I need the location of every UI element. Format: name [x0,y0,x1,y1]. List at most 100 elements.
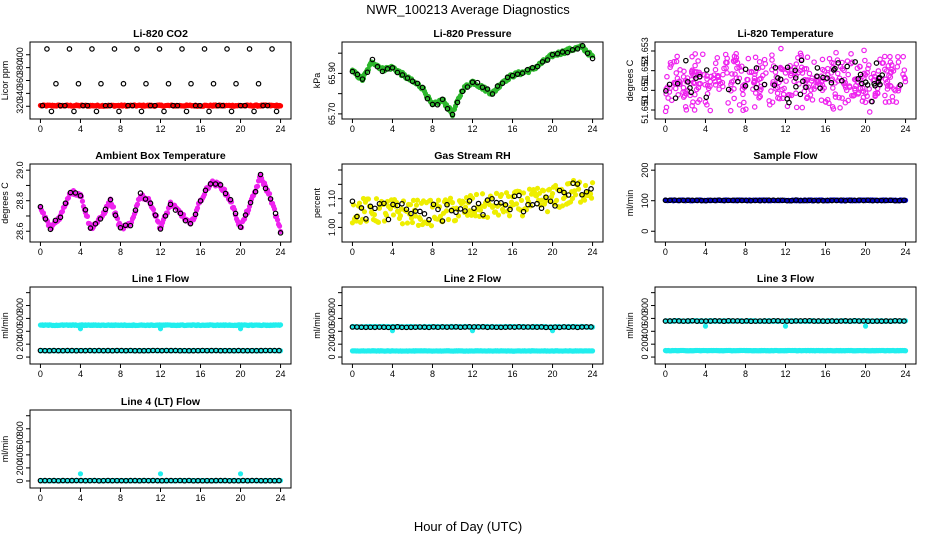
data-point [680,94,687,100]
data-point [455,213,462,219]
y-tick-label: 28.8 [15,192,25,210]
data-point [841,67,847,74]
data-point [513,201,520,207]
data-point [833,49,839,56]
data-point [397,213,404,219]
data-point [247,199,254,206]
data-point [206,108,212,115]
data-point [843,87,850,94]
panel-title: Gas Stream RH [434,150,510,162]
data-point [426,216,432,223]
data-point [381,200,387,207]
data-point [882,92,888,99]
figure-title: NWR_100213 Average Diagnostics [366,2,570,17]
data-point [413,202,420,208]
data-point [414,197,421,203]
data-point [379,68,386,75]
data-point [233,80,239,87]
data-point [729,71,735,77]
data-point [437,213,444,219]
data-points [37,171,284,236]
data-point [157,326,164,332]
data-point [475,200,482,207]
x-tick-label: 8 [118,369,123,379]
data-point [864,70,870,76]
data-point [77,326,84,332]
data-point [179,46,185,52]
data-point [703,67,710,73]
data-point [534,185,541,191]
data-point [824,75,830,81]
data-point [536,190,543,196]
data-point [161,108,167,115]
x-tick-label: 4 [703,124,708,134]
y-tick-label: 340 [15,86,25,101]
data-point [886,72,892,79]
data-point [852,59,858,65]
data-point [93,108,100,115]
x-tick-label: 24 [588,247,598,257]
data-point [62,102,68,109]
data-point [132,207,139,213]
data-point [399,200,405,207]
y-tick-label: 600 [15,434,25,449]
x-tick-label: 16 [821,247,831,257]
data-point [414,80,421,87]
y-tick-label: 200 [327,337,337,352]
data-point [237,326,244,332]
data-point [439,218,446,224]
data-point [715,74,722,81]
data-point [829,104,836,110]
y-axis-label: degrees C [0,182,10,224]
data-point [42,216,49,222]
data-point [897,82,904,88]
data-point [443,208,450,214]
y-tick-label: 200 [640,337,650,352]
data-point [445,216,452,223]
data-point [147,200,154,207]
data-point [449,200,456,206]
x-tick-label: 16 [196,369,206,379]
data-point [77,192,84,199]
data-point [252,188,259,195]
x-tick-label: 12 [467,247,477,257]
data-point [556,187,563,194]
x-tick-label: 24 [276,369,286,379]
data-point [480,211,486,218]
data-point [712,66,719,73]
data-point [703,94,710,101]
x-tick-label: 8 [743,124,748,134]
data-point [799,104,806,111]
x-tick-label: 0 [38,369,43,379]
data-point [92,221,99,227]
data-point [761,81,768,88]
data-point [207,181,214,187]
data-point [529,64,536,71]
data-point [761,56,768,63]
series-1 [37,171,284,236]
y-tick-label: 800 [327,298,337,313]
data-point [255,80,262,87]
data-point [588,186,594,192]
data-point [157,471,164,477]
data-point [886,99,892,105]
y-tick-label: 1.10 [327,190,337,208]
data-point [751,75,758,82]
data-point [830,67,837,73]
data-point [449,111,456,118]
y-axis-label: degrees C [625,59,635,101]
y-tick-label: 0 [640,229,650,234]
x-tick-label: 20 [861,124,871,134]
series-1 [349,180,594,224]
data-point [276,347,282,354]
data-point [222,190,229,197]
data-point [818,79,825,85]
data-point [466,198,473,204]
panel-title: Li-820 Temperature [737,28,833,40]
data-point [71,108,77,115]
data-point [473,191,480,198]
data-point [888,62,895,68]
data-point [495,212,502,218]
data-point [881,53,888,60]
data-point [846,83,853,89]
